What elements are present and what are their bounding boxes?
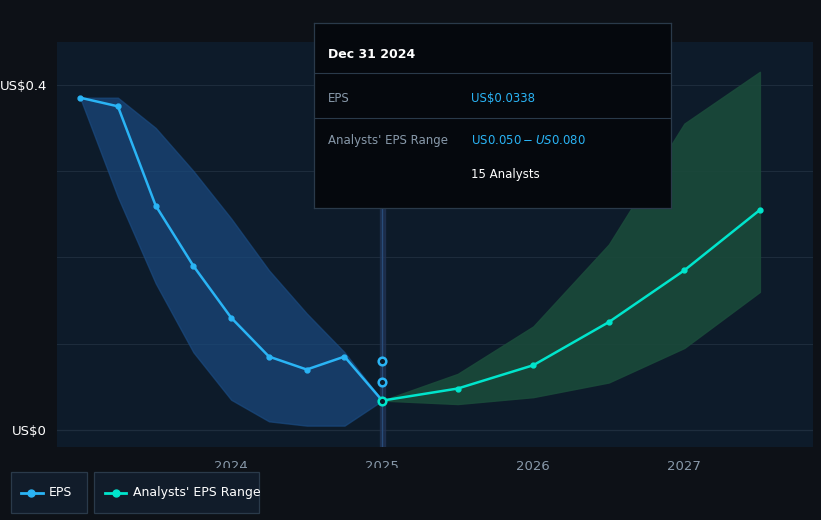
Text: EPS: EPS: [48, 486, 72, 499]
Text: 15 Analysts: 15 Analysts: [470, 168, 539, 181]
Text: Analysts' EPS Range: Analysts' EPS Range: [133, 486, 260, 499]
Bar: [379, 42, 385, 447]
Text: Actual: Actual: [326, 79, 374, 92]
FancyBboxPatch shape: [94, 472, 259, 513]
Text: Analysts Forecasts: Analysts Forecasts: [392, 79, 515, 92]
FancyBboxPatch shape: [11, 472, 87, 513]
Text: Dec 31 2024: Dec 31 2024: [328, 48, 415, 61]
Text: US$0.050 - US$0.080: US$0.050 - US$0.080: [470, 134, 585, 147]
Text: EPS: EPS: [328, 92, 350, 105]
Text: Analysts' EPS Range: Analysts' EPS Range: [328, 134, 448, 147]
Text: US$0.0338: US$0.0338: [470, 92, 534, 105]
